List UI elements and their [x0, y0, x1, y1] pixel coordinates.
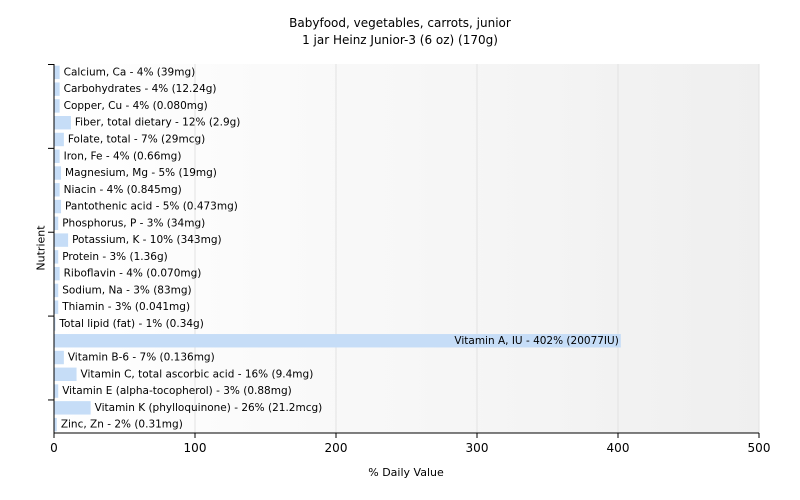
bar-label: Thiamin - 3% (0.041mg): [61, 301, 190, 313]
bar: [54, 132, 64, 147]
plot-background: [54, 64, 759, 433]
bar: [54, 216, 59, 231]
bar: [54, 401, 91, 415]
bar: [54, 283, 59, 298]
bar-label: Phosphorus, P - 3% (34mg): [62, 217, 205, 229]
bar-label: Protein - 3% (1.36g): [62, 251, 168, 263]
bar: [54, 334, 621, 348]
bar: [54, 199, 62, 214]
bar: [54, 183, 60, 197]
bar-label: Pantothenic acid - 5% (0.473mg): [65, 201, 238, 213]
x-tick-label: 200: [325, 441, 348, 455]
bar-label: Iron, Fe - 4% (0.66mg): [64, 150, 182, 162]
y-axis-label: Nutrient: [34, 225, 48, 271]
x-tick-label: 300: [466, 441, 489, 455]
bar-label: Vitamin C, total ascorbic acid - 16% (9.…: [81, 368, 314, 380]
x-tick-label: 400: [607, 441, 630, 455]
bar-label: Fiber, total dietary - 12% (2.9g): [75, 117, 240, 129]
bar-label: Vitamin K (phylloquinone) - 26% (21.2mcg…: [95, 402, 323, 414]
bar: [54, 417, 57, 432]
bar: [54, 350, 64, 365]
bar: [54, 99, 60, 113]
bar-label: Calcium, Ca - 4% (39mg): [64, 66, 196, 78]
bar: [54, 250, 59, 264]
x-tick-label: 0: [50, 441, 58, 455]
bar-label: Sodium, Na - 3% (83mg): [62, 284, 191, 296]
bar-label: Riboflavin - 4% (0.070mg): [64, 268, 202, 280]
x-tick-label: 500: [748, 441, 771, 455]
x-tick-label: 100: [184, 441, 207, 455]
bar: [54, 115, 71, 130]
bar: [54, 300, 59, 314]
bar-label: Total lipid (fat) - 1% (0.34g): [58, 318, 203, 330]
chart-subtitle: 1 jar Heinz Junior-3 (6 oz) (170g): [302, 33, 498, 47]
bar-label: Potassium, K - 10% (343mg): [72, 234, 222, 246]
bar-label: Vitamin A, IU - 402% (20077IU): [454, 335, 618, 347]
bar-label: Niacin - 4% (0.845mg): [64, 184, 182, 196]
bar: [54, 266, 60, 281]
bar: [54, 149, 60, 163]
chart-title: Babyfood, vegetables, carrots, junior: [289, 16, 511, 30]
bar: [54, 65, 60, 80]
x-axis-label: % Daily Value: [368, 466, 444, 479]
bar: [54, 82, 60, 96]
bar-label: Magnesium, Mg - 5% (19mg): [65, 167, 217, 179]
bar: [54, 233, 69, 247]
bar-label: Carbohydrates - 4% (12.24g): [64, 83, 217, 95]
bar: [54, 367, 77, 382]
bar: [54, 166, 62, 180]
bar-label: Folate, total - 7% (29mcg): [68, 133, 205, 145]
bar-label: Zinc, Zn - 2% (0.31mg): [61, 419, 183, 431]
bar-label: Copper, Cu - 4% (0.080mg): [64, 100, 208, 112]
bar: [54, 317, 56, 331]
bar: [54, 384, 59, 398]
bar-label: Vitamin E (alpha-tocopherol) - 3% (0.88m…: [62, 385, 292, 397]
bar-label: Vitamin B-6 - 7% (0.136mg): [68, 352, 215, 364]
